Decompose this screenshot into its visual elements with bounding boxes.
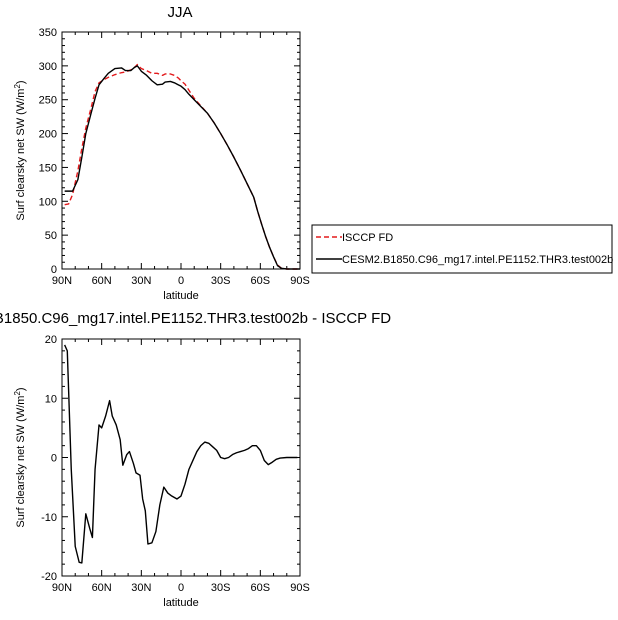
x-axis-label: latitude — [163, 290, 198, 302]
x-tick-label: 60N — [92, 275, 112, 287]
y-axis-label-suffix: ) — [15, 80, 27, 84]
y-axis-label-suffix: ) — [15, 387, 27, 391]
y-tick-label: 100 — [39, 196, 57, 208]
x-tick-label: 60S — [251, 582, 271, 594]
top-panel-title: JJA — [167, 4, 192, 21]
x-tick-label: 90S — [290, 275, 310, 287]
bottom-panel-title: M2.B1850.C96_mg17.intel.PE1152.THR3.test… — [0, 310, 391, 327]
y-tick-label: 300 — [39, 61, 57, 73]
legend: ISCCP FD CESM2.B1850.C96_mg17.intel.PE115… — [311, 224, 613, 274]
difference-panel: 90N 60N 30N 0 30S 60S 90S -20 -10 0 10 20 latitude Su… — [13, 334, 310, 609]
y-axis-label: Surf clearsky net SW (W/m2) — [13, 387, 27, 527]
y-tick-label: 20 — [45, 334, 57, 346]
y-axis-label-superscript: 2 — [13, 84, 22, 89]
y-tick-label: 250 — [39, 95, 57, 107]
y-axis-label-text: Surf clearsky net SW (W/m — [15, 396, 27, 528]
y-tick-label: 0 — [51, 264, 57, 276]
x-tick-label: 90N — [52, 275, 72, 287]
series-line-1 — [64, 65, 300, 270]
y-tick-label: 200 — [39, 129, 57, 141]
x-tick-label: 90N — [52, 582, 72, 594]
legend-entry: CESM2.B1850.C96_mg17.intel.PE1152.THR3.t… — [342, 254, 613, 266]
x-tick-label: 30N — [131, 582, 151, 594]
plot-frame — [61, 338, 301, 577]
x-tick-label: 30S — [211, 582, 231, 594]
y-tick-label: 150 — [39, 162, 57, 174]
y-tick-label: -10 — [41, 512, 57, 524]
y-axis-label-superscript: 2 — [13, 391, 22, 396]
legend-entry: ISCCP FD — [342, 232, 393, 244]
x-tick-label: 30S — [211, 275, 231, 287]
y-tick-label: 50 — [45, 230, 57, 242]
y-tick-label: -20 — [41, 571, 57, 583]
x-tick-label: 0 — [178, 275, 184, 287]
x-tick-label: 60N — [92, 582, 112, 594]
y-tick-label: 10 — [45, 393, 57, 405]
y-tick-label: 0 — [51, 453, 57, 465]
x-axis-label: latitude — [163, 597, 198, 609]
x-tick-label: 30N — [131, 275, 151, 287]
mean-panel: 90N 60N 30N 0 30S 60S 90S 0 50 100 150 200 250 300 350… — [13, 27, 310, 302]
series-line-0 — [64, 344, 298, 564]
legend-box — [311, 224, 613, 274]
y-tick-label: 350 — [39, 27, 57, 39]
x-tick-label: 90S — [290, 582, 310, 594]
x-tick-label: 60S — [251, 275, 271, 287]
y-axis-label: Surf clearsky net SW (W/m2) — [13, 80, 27, 220]
series-line-0 — [64, 63, 300, 270]
x-tick-label: 0 — [178, 582, 184, 594]
y-axis-label-text: Surf clearsky net SW (W/m — [15, 89, 27, 221]
